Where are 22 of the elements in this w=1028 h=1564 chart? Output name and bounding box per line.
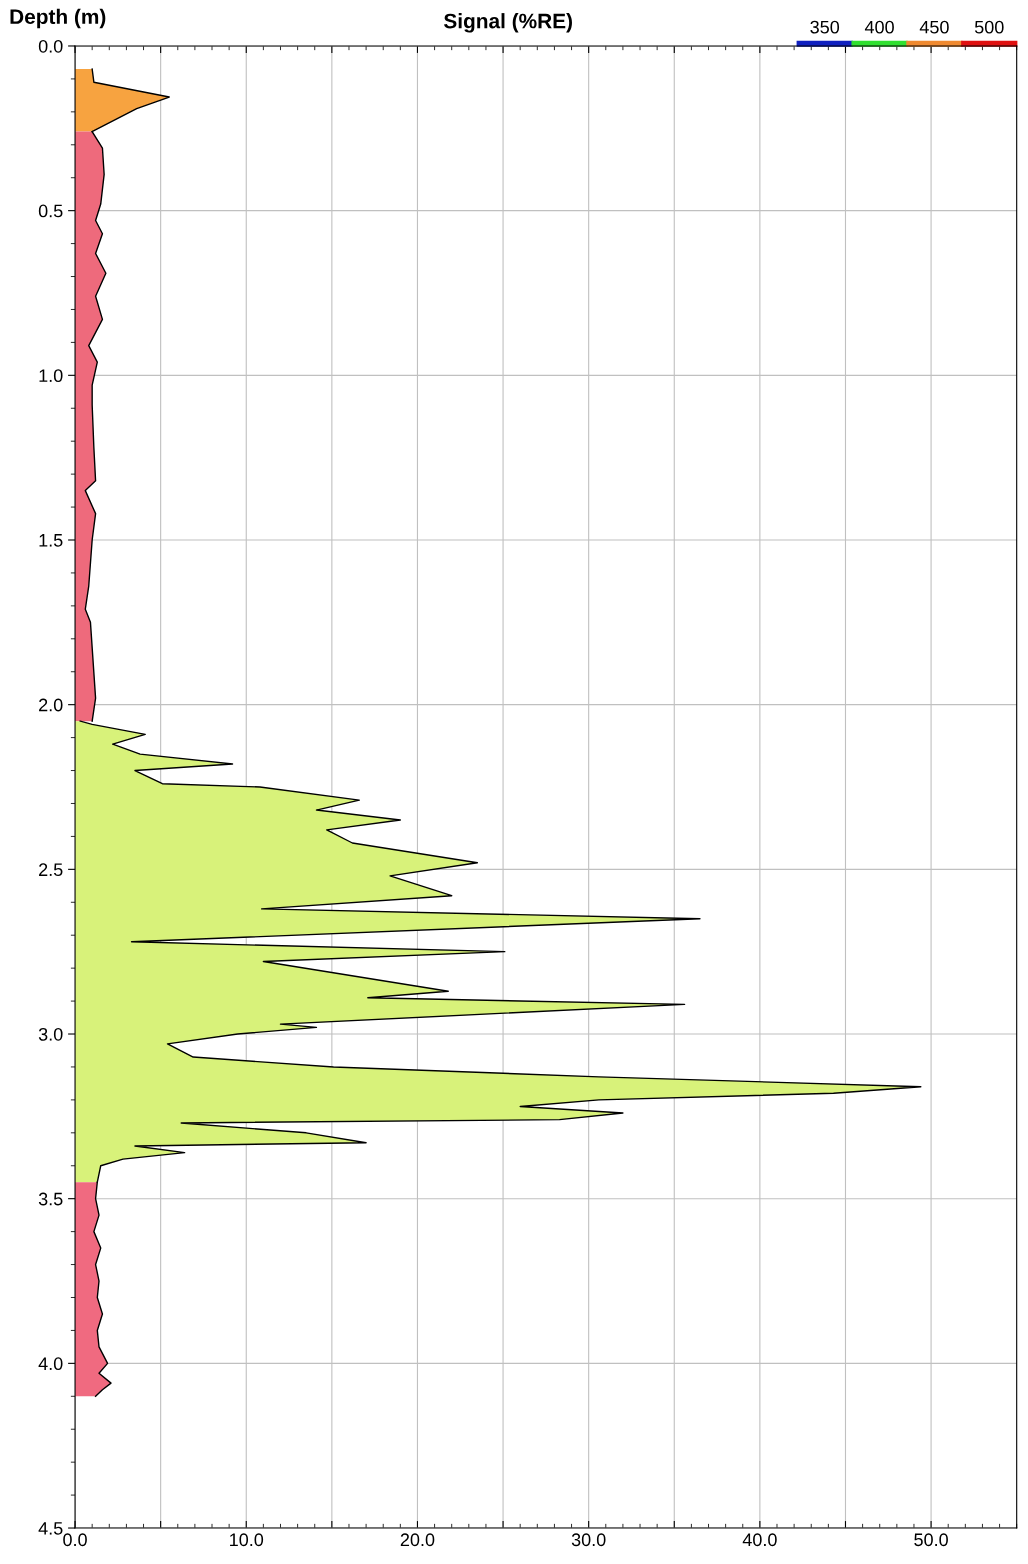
- y-axis-title: Depth (m): [10, 8, 106, 29]
- x-tick-label: 20.0: [400, 1533, 435, 1547]
- y-tick-label: 2.5: [39, 863, 63, 877]
- x-tick-label: 30.0: [571, 1533, 606, 1547]
- y-tick-label: 1.5: [39, 534, 63, 547]
- text: 450: [919, 20, 949, 34]
- y-tick-label: 4.5: [38, 1522, 63, 1535]
- x-axis-title: Signal (%RE): [443, 13, 572, 33]
- text: 350: [810, 20, 840, 34]
- y-tick-label: 1.0: [39, 369, 63, 383]
- text: 400: [864, 20, 894, 34]
- x-tick-label: 40.0: [742, 1533, 777, 1547]
- y-tick-label: 4.0: [38, 1357, 63, 1371]
- y-tick-label: 0.5: [38, 204, 63, 218]
- text: 500: [974, 20, 1004, 34]
- y-tick-label: 3.0: [38, 1027, 63, 1041]
- x-tick-label: 50.0: [914, 1533, 948, 1547]
- x-tick-label: 10.0: [230, 1533, 264, 1547]
- x-tick-label: 0.0: [63, 1533, 87, 1547]
- y-tick-label: 2.0: [39, 698, 63, 712]
- y-tick-label: 0.0: [38, 39, 63, 53]
- y-tick-label: 3.5: [38, 1192, 63, 1206]
